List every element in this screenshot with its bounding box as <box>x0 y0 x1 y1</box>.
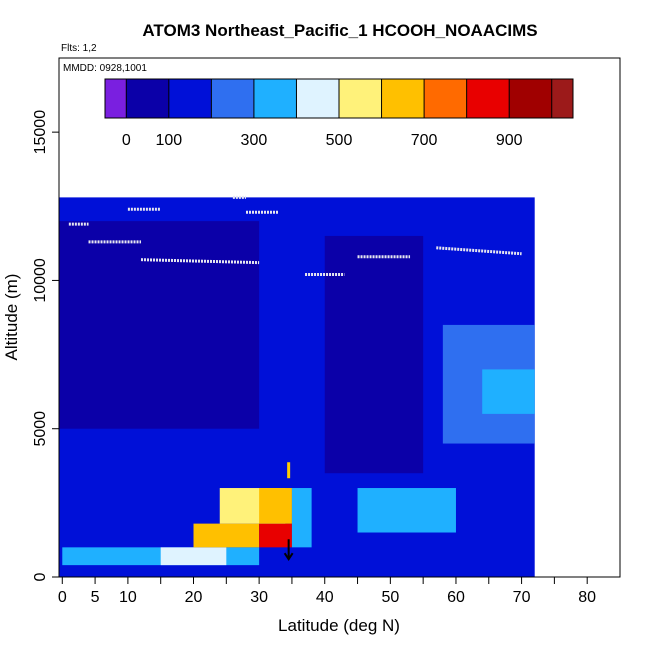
colorbar-swatch-4 <box>253 79 297 118</box>
flight-track-segment-7 <box>436 246 522 256</box>
date-label: MMDD: 0928,1001 <box>63 63 147 74</box>
heatmap-cell-11 <box>291 488 312 548</box>
colorbar: 0 100 300 500 700 900 <box>104 78 574 149</box>
y-tick-label-0: 0 <box>32 572 49 581</box>
heatmap-cell-8 <box>259 523 292 548</box>
colorbar-swatch-1 <box>126 79 169 118</box>
colorbar-swatch-7 <box>381 79 425 118</box>
x-tick-label-7: 60 <box>447 589 465 606</box>
plot-area <box>59 197 535 578</box>
colorbar-swatch-5 <box>296 79 339 118</box>
colorbar-tick-label-5: 900 <box>496 132 523 149</box>
colorbar-swatch-9 <box>466 79 510 118</box>
x-tick-label-5: 40 <box>316 589 334 606</box>
heatmap-cell-6 <box>160 547 227 566</box>
plot-frame <box>58 57 621 578</box>
heatmap-cell-2 <box>324 235 424 474</box>
y-axis-label: Altitude (m) <box>2 274 21 361</box>
x-tick-label-6: 50 <box>381 589 399 606</box>
y-tick-label-3: 15000 <box>32 110 49 155</box>
colorbar-swatch-2 <box>168 79 212 118</box>
colorbar-swatch-0 <box>105 79 127 118</box>
colorbar-swatch-11 <box>551 79 573 118</box>
colorbar-swatch-8 <box>424 79 467 118</box>
colorbar-tick-label-4: 700 <box>411 132 438 149</box>
colorbar-tick-label-1: 100 <box>155 132 182 149</box>
flights-label: Flts: 1,2 <box>61 43 97 54</box>
heatmap-cell-10 <box>259 488 292 524</box>
flight-track-layer <box>68 195 522 276</box>
chart-title: ATOM3 Northeast_Pacific_1 HCOOH_NOAACIMS <box>142 21 537 40</box>
colorbar-frame <box>104 78 574 119</box>
y-tick-label-2: 10000 <box>32 258 49 303</box>
x-tick-label-3: 20 <box>185 589 203 606</box>
heatmap-cell-1 <box>59 221 260 429</box>
x-tick-label-8: 70 <box>513 589 531 606</box>
y-tick-label-1: 5000 <box>32 411 49 447</box>
arrow-marker-0 <box>283 539 294 562</box>
marker-layer <box>283 462 294 562</box>
x-tick-label-0: 0 <box>58 589 67 606</box>
x-axis-label: Latitude (deg N) <box>278 616 400 635</box>
colorbar-swatch-3 <box>211 79 254 118</box>
flight-track-segment-3 <box>140 258 260 265</box>
colorbar-swatch-10 <box>509 79 552 118</box>
colorbar-swatch-6 <box>339 79 382 118</box>
colorbar-tick-label-3: 500 <box>326 132 353 149</box>
x-tick-label-1: 5 <box>91 589 100 606</box>
heatmap-cell-12 <box>357 488 456 533</box>
x-tick-label-4: 30 <box>250 589 268 606</box>
colorbar-tick-label-0: 0 <box>122 132 131 149</box>
x-tick-label-2: 10 <box>119 589 137 606</box>
heatmap-cell-4 <box>482 369 535 414</box>
x-tick-label-9: 80 <box>578 589 596 606</box>
colorbar-tick-label-2: 300 <box>241 132 268 149</box>
heatmap-cell-7 <box>193 523 260 548</box>
